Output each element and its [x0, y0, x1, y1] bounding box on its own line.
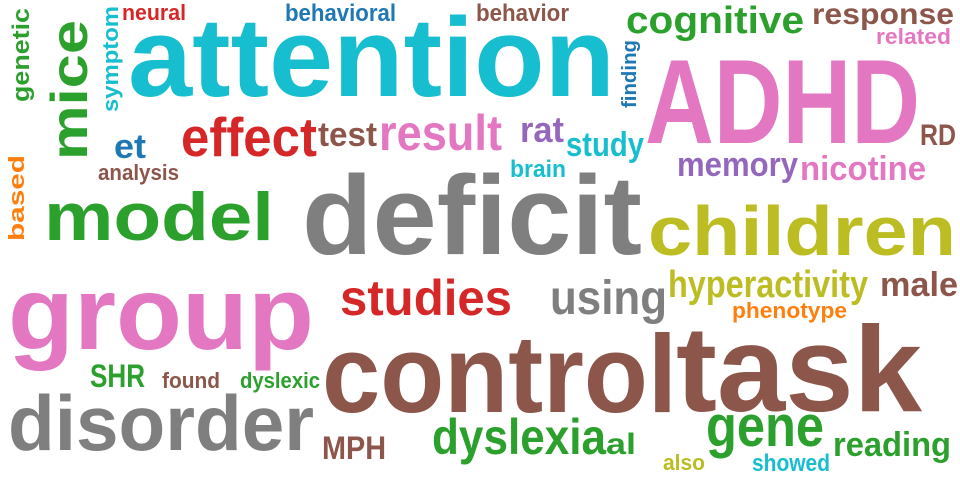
word-control: control: [322, 313, 677, 436]
word-also: also: [663, 450, 705, 475]
word-analysis: analysis: [98, 160, 179, 185]
word-finding: finding: [619, 40, 641, 108]
word-cognitive: cognitive: [626, 0, 804, 42]
word-et: et: [114, 128, 146, 166]
word-dyslexia: dyslexia: [432, 409, 606, 465]
word-response: response: [812, 0, 954, 31]
word-genetic: genetic: [8, 7, 35, 102]
word-deficit: deficit: [302, 153, 642, 278]
word-disorder: disorder: [8, 379, 314, 467]
word-memory: memory: [677, 146, 798, 184]
word-symptom: symptom: [98, 5, 123, 112]
word-based: based: [4, 155, 29, 241]
word-reading: reading: [833, 426, 951, 464]
word-rd: RD: [920, 119, 956, 152]
word-model: model: [44, 179, 274, 255]
word-mph: MPH: [322, 430, 386, 466]
word-behavioral: behavioral: [285, 0, 396, 27]
word-effect: effect: [181, 106, 317, 168]
word-study: study: [566, 126, 644, 164]
word-result: result: [379, 105, 502, 161]
word-shr: SHR: [90, 358, 145, 394]
word-al: al: [606, 428, 636, 461]
word-group: group: [8, 256, 314, 372]
word-found: found: [162, 368, 220, 393]
word-hyperactivity: hyperactivity: [668, 264, 868, 306]
word-children: children: [648, 192, 956, 270]
word-nicotine: nicotine: [800, 150, 926, 188]
word-adhd: ADHD: [645, 35, 920, 169]
word-showed: showed: [752, 450, 830, 477]
word-brain: brain: [510, 156, 566, 183]
word-using: using: [550, 272, 667, 325]
word-test: test: [318, 116, 377, 154]
word-male: male: [880, 266, 958, 304]
word-behavior: behavior: [476, 0, 569, 27]
word-rat: rat: [520, 109, 564, 150]
word-studies: studies: [340, 270, 512, 326]
word-related: related: [876, 24, 951, 49]
word-mice: mice: [41, 19, 99, 160]
word-gene: gene: [706, 394, 824, 459]
word-attention: attention: [128, 0, 615, 120]
word-phenotype: phenotype: [732, 298, 847, 323]
word-task: task: [676, 301, 922, 437]
word-neural: neural: [122, 0, 186, 25]
word-dyslexic: dyslexic: [240, 368, 320, 393]
